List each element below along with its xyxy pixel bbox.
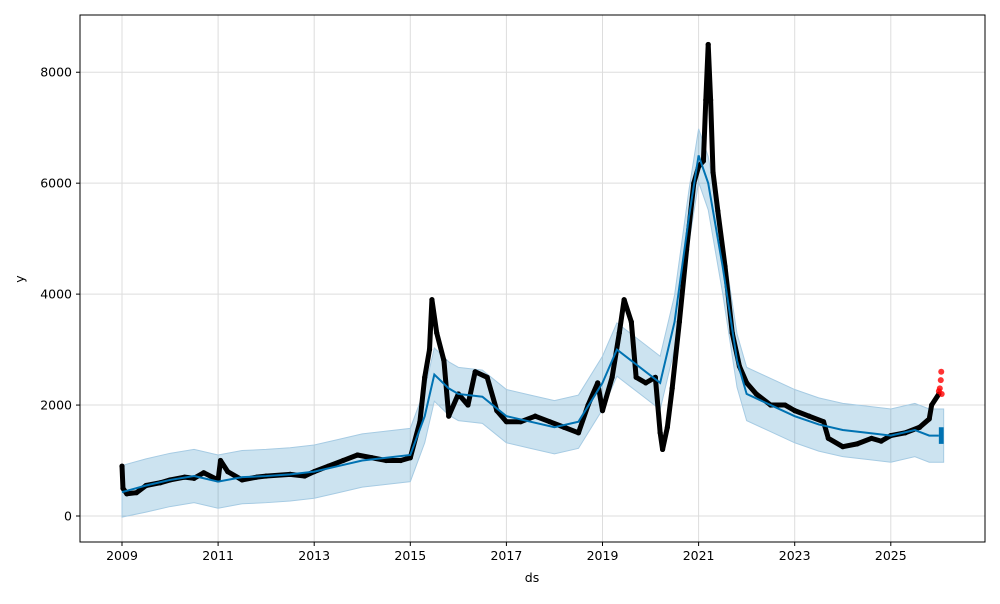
- actual-point: [354, 452, 361, 458]
- y-tick-label: 2000: [40, 398, 72, 413]
- actual-point: [217, 457, 224, 464]
- x-tick-label: 2021: [683, 548, 715, 563]
- actual-point: [434, 330, 440, 336]
- x-axis: 2009 2011 2013 2015 2017 2019 2021 2023 2025: [106, 542, 907, 563]
- actual-point: [917, 424, 923, 430]
- actual-point: [484, 374, 490, 380]
- actual-point: [806, 413, 812, 419]
- x-tick-label: 2025: [875, 548, 907, 563]
- y-axis: 0 2000 4000 6000 8000: [40, 65, 80, 524]
- actual-point: [446, 413, 452, 419]
- x-tick-label: 2009: [106, 548, 138, 563]
- actual-point: [383, 457, 389, 464]
- actual-point: [633, 374, 639, 380]
- actual-point: [840, 444, 846, 450]
- x-tick-label: 2019: [587, 548, 619, 563]
- actual-point: [825, 435, 831, 441]
- actual-point: [705, 41, 711, 48]
- actual-point: [669, 385, 675, 392]
- actual-point: [659, 446, 666, 453]
- actual-point: [703, 97, 709, 103]
- actual-point: [854, 441, 860, 447]
- actual-point: [628, 319, 634, 325]
- actual-point: [792, 408, 798, 414]
- actual-point: [782, 402, 788, 408]
- actual-point: [426, 346, 433, 353]
- actual-point: [753, 391, 759, 397]
- actual-point: [532, 413, 538, 419]
- plot-frame: [79, 14, 986, 543]
- recent-point: [937, 377, 944, 384]
- x-tick-label: 2017: [490, 548, 522, 563]
- actual-point: [657, 430, 663, 436]
- actual-point: [929, 402, 935, 408]
- actual-point: [239, 477, 245, 483]
- grid: [80, 15, 985, 542]
- actual-point: [301, 473, 308, 479]
- actual-point: [119, 463, 125, 469]
- x-tick-label: 2023: [779, 548, 811, 563]
- actual-point: [609, 374, 615, 380]
- actual-point: [472, 369, 478, 375]
- actual-point: [599, 408, 606, 414]
- actual-point: [422, 374, 428, 380]
- recent-points: [935, 368, 945, 397]
- x-tick-label: 2013: [298, 548, 330, 563]
- actual-point: [398, 457, 404, 464]
- actual-point: [878, 438, 884, 444]
- actual-point: [120, 485, 126, 491]
- actual-point: [595, 380, 601, 386]
- actual-point: [868, 435, 875, 441]
- y-tick-label: 4000: [40, 287, 72, 302]
- actual-point: [621, 297, 627, 303]
- actual-point: [133, 490, 140, 496]
- actual-point: [429, 297, 435, 303]
- y-tick-label: 8000: [40, 65, 72, 80]
- actual-point: [700, 158, 707, 164]
- recent-point: [936, 385, 943, 392]
- x-tick-label: 2015: [394, 548, 426, 563]
- actual-point: [616, 330, 622, 336]
- y-tick-label: 0: [64, 509, 72, 524]
- actual-point: [744, 380, 750, 386]
- forecast-line: [121, 155, 939, 494]
- recent-point: [938, 390, 945, 397]
- actual-point: [710, 169, 716, 175]
- actual-point: [820, 419, 827, 425]
- recent-point: [938, 368, 945, 375]
- actual-point: [340, 457, 346, 464]
- actual-point: [503, 419, 509, 425]
- actual-point: [441, 358, 447, 364]
- actual-point: [676, 319, 682, 325]
- actual-point: [225, 469, 231, 475]
- actual-point: [547, 419, 553, 425]
- forecast-block: [938, 427, 944, 444]
- actual-point: [465, 402, 471, 408]
- actual-point: [124, 491, 130, 497]
- x-tick-label: 2011: [202, 548, 234, 563]
- actual-point: [575, 430, 582, 436]
- y-tick-label: 6000: [40, 176, 72, 191]
- actual-point: [926, 416, 932, 422]
- actual-point: [201, 470, 207, 476]
- y-axis-label: y: [12, 275, 27, 283]
- actual-point: [715, 208, 721, 214]
- actual-point: [643, 380, 649, 386]
- actual-point: [664, 424, 670, 430]
- actual-point: [708, 97, 714, 103]
- uncertainty-band: [121, 128, 945, 518]
- x-axis-label: ds: [525, 570, 539, 585]
- actual-point: [407, 455, 413, 461]
